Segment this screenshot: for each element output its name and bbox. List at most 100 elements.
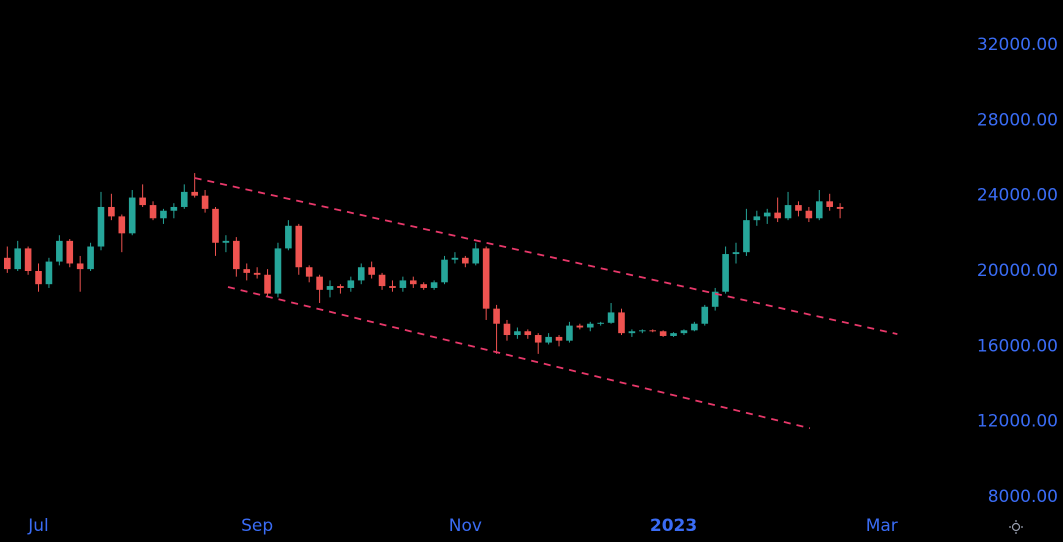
candle-body (118, 216, 126, 234)
candle-body (24, 248, 32, 271)
candle-body (253, 272, 261, 275)
candle-body (4, 257, 11, 270)
candle-body (763, 212, 771, 217)
candle-body (534, 335, 542, 343)
candle-body (555, 336, 563, 341)
candle-body (201, 195, 209, 209)
candle-body (149, 205, 157, 219)
x-tick-label: Mar (866, 516, 898, 536)
candle-body (357, 267, 365, 281)
candle-body (170, 206, 178, 211)
candle-body (87, 246, 94, 270)
candle-body (76, 263, 84, 270)
candle-body (826, 201, 833, 207)
candle-body (45, 261, 53, 285)
candle-body (680, 330, 688, 334)
candle-body (378, 274, 386, 287)
candle-body (326, 286, 334, 290)
y-tick-label: 8000.00 (988, 487, 1058, 507)
candle-body (264, 274, 271, 294)
channel-line (194, 177, 898, 335)
candle-body (14, 248, 22, 270)
candle-body (337, 286, 344, 288)
candle-body (701, 306, 709, 324)
candle-body (503, 323, 511, 336)
candle-body (389, 286, 396, 288)
candle-body (243, 269, 251, 273)
settings-icon[interactable] (1009, 520, 1023, 534)
candle-body (97, 206, 105, 247)
candle-body (160, 210, 167, 219)
candle-body (722, 254, 729, 292)
candle-body (191, 191, 198, 196)
channel-line (227, 286, 811, 430)
candle-body (607, 312, 615, 323)
candle-body (295, 225, 303, 268)
candle-body (420, 284, 427, 288)
candle-body (472, 248, 480, 264)
candle-body (368, 267, 375, 275)
candle-body (524, 331, 532, 336)
candle-body (514, 331, 521, 336)
candle-body (711, 291, 719, 307)
candle-body (639, 330, 646, 332)
candle-body (212, 208, 219, 243)
candle-body (274, 248, 282, 294)
candle-body (732, 252, 740, 255)
candle-body (805, 210, 813, 219)
candle-body (56, 240, 63, 262)
candle-body (691, 323, 698, 331)
candle-body (815, 201, 823, 219)
candle-body (743, 220, 750, 253)
candle-body (399, 280, 407, 288)
y-tick-label: 28000.00 (977, 110, 1058, 130)
candle-body (482, 248, 490, 309)
x-tick-label: Jul (27, 516, 49, 536)
candle-body (597, 322, 604, 324)
candle-body (441, 259, 448, 283)
candle-body (774, 212, 781, 219)
candle-body (659, 331, 667, 336)
candle-body (618, 312, 625, 334)
candle-body (545, 336, 552, 343)
candle-body (285, 225, 292, 249)
x-tick-label: Sep (241, 516, 273, 536)
candle-body (795, 205, 802, 211)
candle-body (451, 257, 459, 260)
candle-body (493, 308, 500, 324)
candle-body (670, 333, 677, 336)
candle-body (836, 206, 844, 209)
y-tick-label: 16000.00 (977, 336, 1058, 356)
candle-body (586, 323, 594, 328)
y-tick-label: 24000.00 (977, 186, 1058, 206)
candles (4, 173, 844, 354)
y-tick-label: 32000.00 (977, 35, 1058, 55)
candle-body (233, 240, 240, 270)
candle-body (753, 216, 761, 221)
candle-body (430, 282, 438, 288)
candle-body (576, 325, 584, 328)
candle-body (316, 276, 323, 290)
candle-body (566, 325, 573, 341)
candle-body (347, 280, 355, 288)
x-tick-label: Nov (449, 516, 482, 536)
candle-body (628, 331, 636, 334)
candle-body (128, 197, 136, 234)
candle-body (305, 267, 313, 277)
candle-body (222, 240, 230, 243)
x-tick-label: 2023 (650, 516, 697, 536)
candle-body (180, 191, 188, 207)
candle-body (784, 205, 792, 219)
y-tick-label: 20000.00 (977, 261, 1058, 281)
candle-body (139, 197, 146, 206)
candle-body (462, 257, 469, 264)
candle-body (409, 280, 417, 285)
candle-body (35, 271, 42, 285)
candle-body (649, 330, 657, 332)
y-tick-label: 12000.00 (977, 412, 1058, 432)
candle-body (108, 206, 115, 217)
candle-body (66, 240, 74, 264)
